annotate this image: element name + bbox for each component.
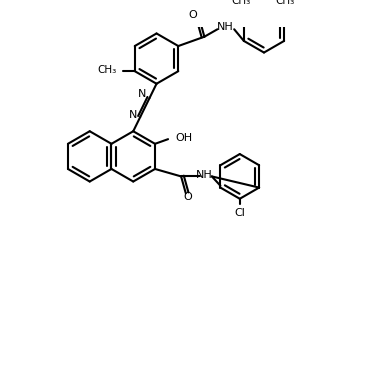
- Text: N: N: [128, 110, 137, 120]
- Text: CH₃: CH₃: [98, 65, 117, 75]
- Text: CH₃: CH₃: [275, 0, 294, 6]
- Text: OH: OH: [175, 133, 192, 143]
- Text: CH₃: CH₃: [231, 0, 251, 6]
- Text: N: N: [138, 89, 146, 99]
- Text: NH: NH: [217, 22, 233, 33]
- Text: O: O: [183, 192, 192, 202]
- Text: Cl: Cl: [234, 208, 245, 218]
- Text: NH: NH: [196, 170, 213, 180]
- Text: O: O: [188, 10, 197, 20]
